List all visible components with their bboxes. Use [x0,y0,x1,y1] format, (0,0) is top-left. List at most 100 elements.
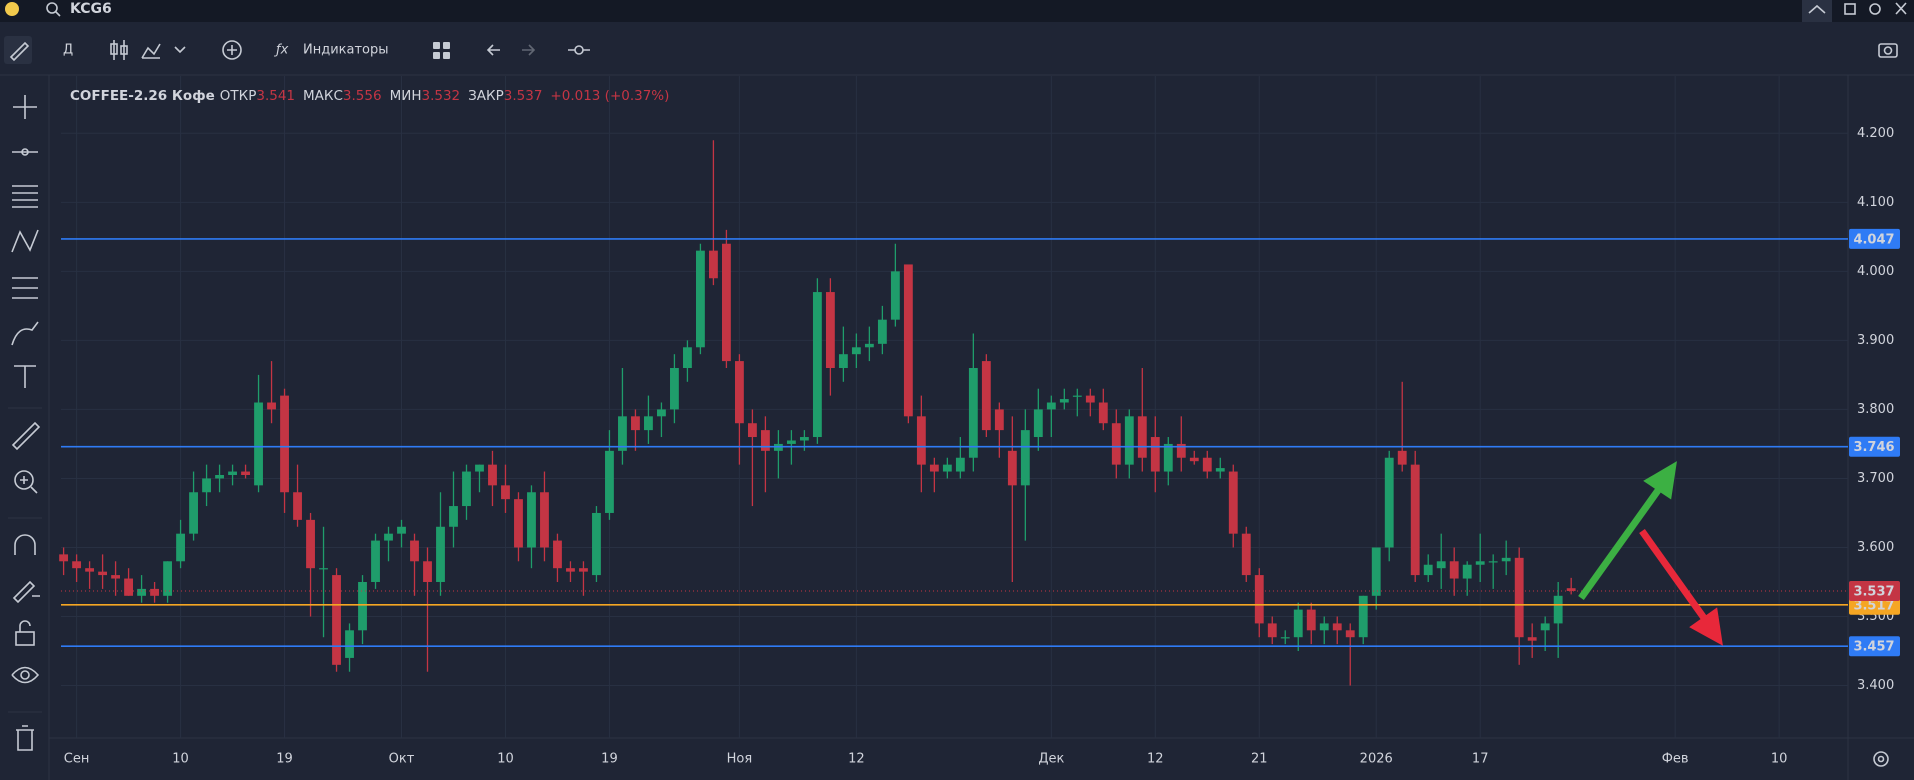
candle-body [1033,409,1043,438]
candle-body [1059,399,1069,403]
area-icon[interactable] [141,43,161,59]
candle-body [644,416,653,431]
lock-drawing-tool[interactable] [12,580,40,604]
candle-body [1410,464,1420,576]
lock-tool[interactable] [15,620,35,646]
layout-icon[interactable] [433,42,450,59]
open-value: 3.541 [256,88,295,104]
candle-body [566,568,575,572]
close-value: 3.537 [504,88,543,104]
candle-body [1072,395,1082,397]
screenshot-icon[interactable] [1878,43,1898,58]
brush-tool[interactable] [11,321,39,346]
price-label: 3.517 [1853,598,1894,613]
candle-body [851,347,861,355]
candle-body [1098,402,1108,424]
chart-type-dropdown[interactable] [174,46,186,54]
legend: COFFEE-2.26 Кофе ОТКР3.541 МАКС3.556 МИН3.5… [70,88,669,104]
candle-body [1319,623,1329,631]
fib-tool[interactable] [12,185,38,208]
candle-body [1488,561,1498,563]
price-label-box [1849,580,1900,601]
y-tick-label: 3.800 [1857,402,1894,417]
price-label-box [1849,228,1900,249]
candle-body [916,416,926,465]
close-label: ЗАКР [468,88,504,104]
status-dot [5,2,19,16]
candle-body [540,492,549,548]
candle-body [812,292,822,438]
text-tool[interactable] [14,365,36,388]
candle-body [293,492,302,520]
candle-body [1436,561,1446,569]
zoom-tool[interactable] [14,470,38,494]
candle-body [1202,457,1212,472]
candle-body [799,437,809,441]
plot: 3.4003.5003.6003.7003.8003.9004.0004.100… [59,76,1900,767]
candle-body [189,492,198,534]
candle-body [449,506,458,527]
interval[interactable]: Д [63,43,73,58]
candle-body [1189,457,1199,462]
y-tick-label: 3.700 [1857,471,1894,486]
candle-body [553,540,562,569]
indicators-button[interactable]: Индикаторы [303,43,389,58]
x-tick-label: Сен [64,752,90,767]
candle-body [864,343,874,348]
crosshair-tool[interactable] [13,95,37,119]
replay-icon[interactable] [568,45,590,55]
instrument-name: COFFEE-2.26 Кофе [70,88,215,104]
delete-tool[interactable] [16,725,34,751]
candle-body [1085,395,1095,403]
candle-body [747,423,757,438]
candle-body [1553,595,1563,624]
candles-icon[interactable] [110,40,128,60]
projection-tool[interactable] [12,277,38,299]
collapse-button[interactable] [1802,0,1832,22]
candle-body [955,457,965,472]
ruler-tool[interactable] [11,421,41,451]
candle-body [1267,623,1277,638]
candle-body [877,319,887,344]
candle-body [358,581,367,631]
price-label: 3.457 [1853,640,1894,655]
settings-icon[interactable] [1869,3,1881,15]
pattern-tool[interactable] [11,229,39,253]
visibility-tool[interactable] [11,666,40,684]
candle-body [1358,595,1368,638]
axis-settings-icon[interactable] [1873,751,1889,767]
candle-body [631,416,640,431]
price-label-box [1849,436,1900,457]
close-icon[interactable] [1895,2,1907,15]
window-icon[interactable] [1844,3,1856,15]
candle-body [202,478,211,493]
add-icon[interactable] [222,40,242,60]
up-arrow [1578,461,1677,601]
search-icon[interactable] [46,2,61,17]
undo-icon[interactable] [486,44,500,56]
fx-icon[interactable]: ƒx [273,43,289,58]
candle-body [254,402,263,486]
x-tick-label: Фев [1662,752,1689,767]
candle-body [786,440,796,444]
candle-body [890,271,900,320]
candle-body [59,554,69,562]
candle-body [410,540,419,562]
y-tick-label: 3.400 [1857,678,1894,693]
candle-body [1150,437,1160,472]
magnet-tool[interactable] [14,534,36,555]
candle-body [1280,637,1290,639]
redo-icon[interactable] [522,44,536,56]
collapse-icon [1808,4,1826,14]
candle-body [1371,547,1381,596]
candle-body [1124,416,1134,465]
low-label: МИН [390,88,422,104]
x-tick-label: 21 [1251,752,1268,767]
x-tick-label: 10 [497,752,514,767]
trend-line-tool[interactable] [12,148,38,156]
candle-body [1046,402,1056,410]
symbol[interactable]: KCG6 [70,1,112,17]
